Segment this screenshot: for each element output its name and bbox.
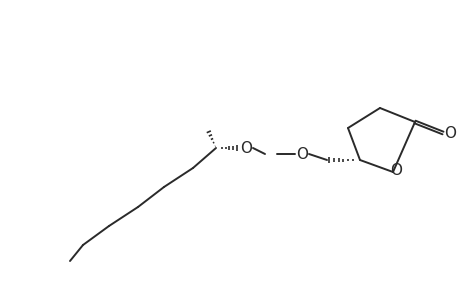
Text: O: O: [295, 146, 308, 161]
Text: O: O: [240, 140, 252, 155]
Text: O: O: [443, 125, 455, 140]
Text: O: O: [389, 163, 401, 178]
